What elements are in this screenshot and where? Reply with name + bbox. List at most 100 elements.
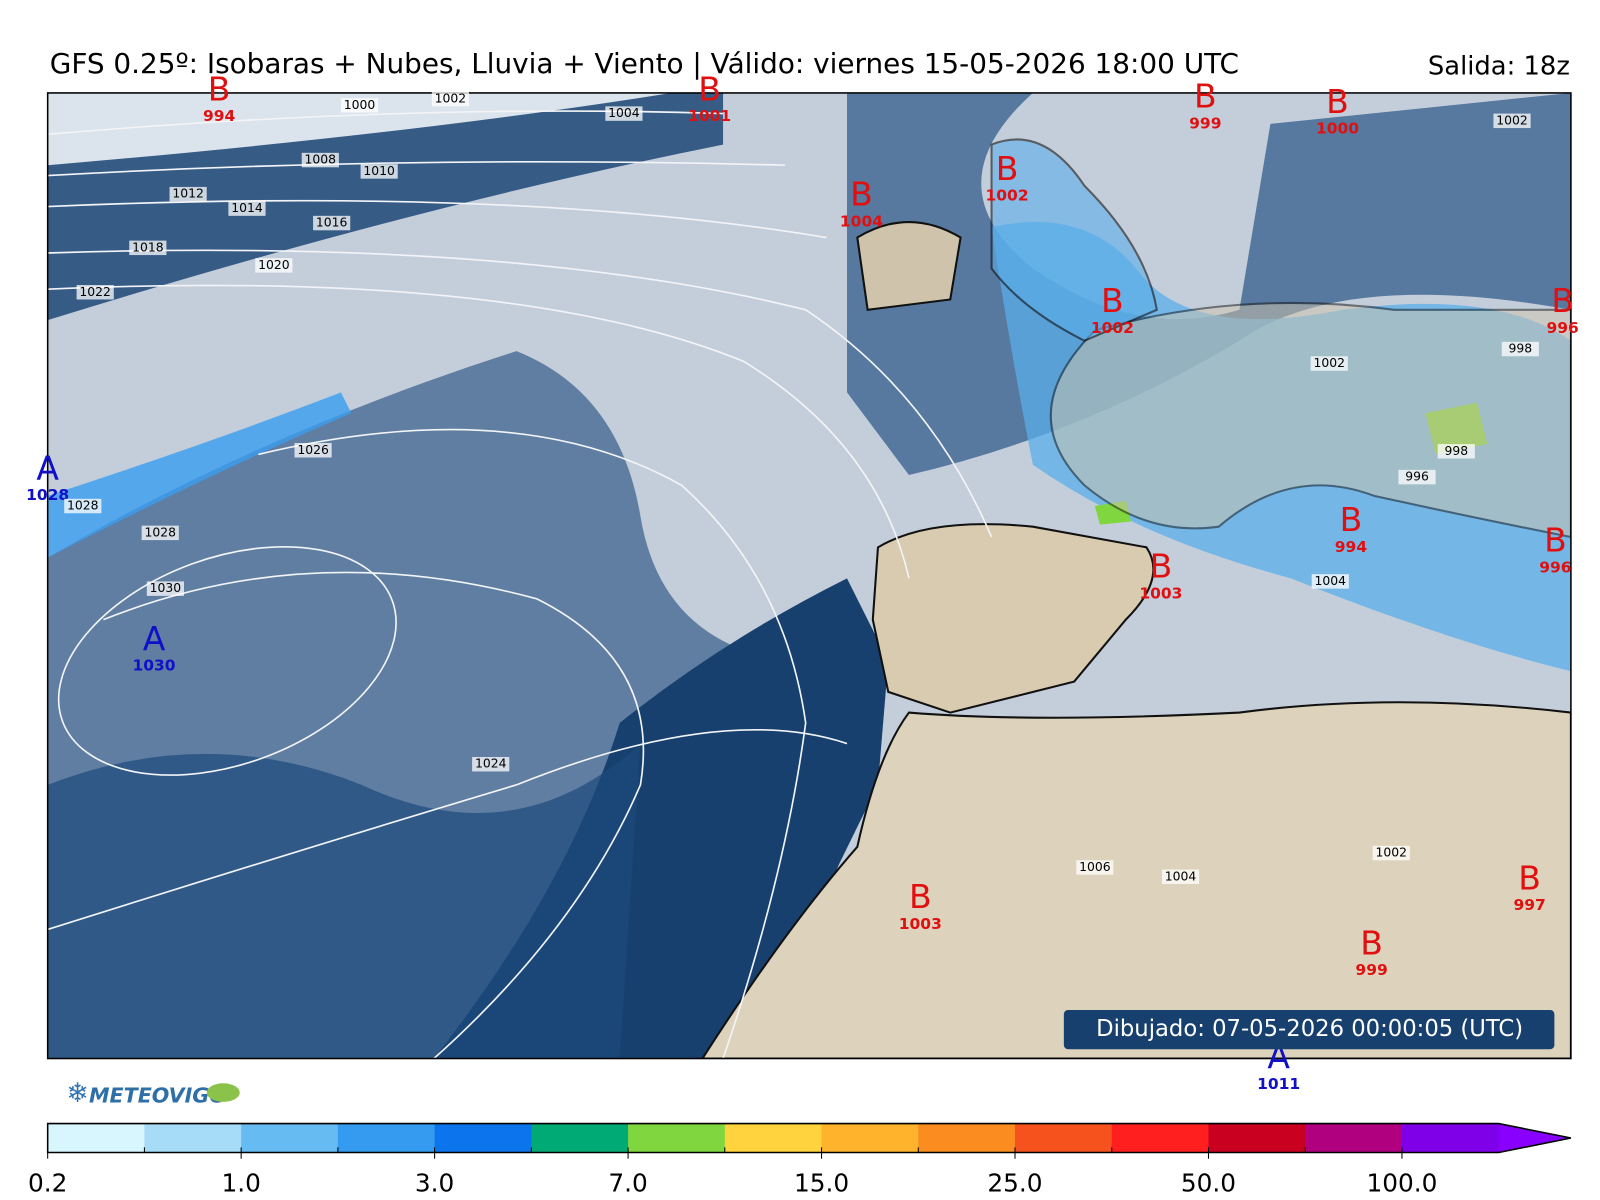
colorbar-segment xyxy=(628,1123,726,1153)
colorbar-segment xyxy=(1111,1123,1209,1153)
center-value: 999 xyxy=(1189,114,1221,132)
colorbar-segment xyxy=(724,1123,823,1153)
isobar-label-bg xyxy=(141,525,179,541)
isobar-label-bg xyxy=(1310,356,1348,371)
isobar-label-bg xyxy=(294,443,332,458)
center-value: 1002 xyxy=(1091,319,1134,337)
isobar-label: 1018 xyxy=(132,239,164,254)
drawn-timestamp: Dibujado: 07-05-2026 00:00:05 (UTC) xyxy=(1096,1016,1523,1042)
title: GFS 0.25º: Isobaras + Nubes, Lluvia + Vi… xyxy=(50,47,1239,80)
isobar-label: 1030 xyxy=(150,580,182,595)
center-letter: B xyxy=(850,175,873,214)
center-letter: B xyxy=(1194,77,1217,116)
colorbar-tick-label: 25.0 xyxy=(987,1169,1042,1198)
isobar-label: 1002 xyxy=(1375,845,1407,860)
isobar-label: 996 xyxy=(1405,469,1429,484)
isobar-label-bg xyxy=(129,240,167,256)
isobar-label-bg xyxy=(1161,869,1200,884)
center-letter: B xyxy=(1101,281,1124,320)
isobar-label: 1004 xyxy=(608,105,640,120)
colorbar-tick-label: 50.0 xyxy=(1181,1169,1236,1198)
isobar-label: 1016 xyxy=(316,215,348,230)
colorbar-segment xyxy=(531,1123,629,1153)
colorbar-tick-label: 7.0 xyxy=(608,1169,647,1198)
center-value: 1011 xyxy=(1257,1075,1300,1093)
isobar-label: 998 xyxy=(1444,443,1468,458)
colorbar-segment xyxy=(144,1123,242,1153)
isobar-label: 1020 xyxy=(258,257,290,272)
isobar-label: 1006 xyxy=(1079,859,1111,874)
logo-text: METEOVIGO xyxy=(89,1084,227,1108)
colorbar-segment xyxy=(1305,1123,1403,1153)
center-letter: A xyxy=(36,448,59,487)
center-letter: B xyxy=(1326,82,1349,121)
isobar-label-bg xyxy=(1311,574,1349,589)
center-letter: B xyxy=(208,69,231,108)
isobar-label: 1002 xyxy=(1496,112,1528,127)
colorbar-segment xyxy=(1015,1123,1113,1153)
colorbar-segment xyxy=(1401,1123,1500,1153)
center-letter: B xyxy=(909,877,932,916)
colorbar-tick-label: 0.2 xyxy=(28,1169,67,1198)
center-letter: B xyxy=(1340,500,1363,539)
isobar-label-bg xyxy=(605,106,643,121)
isobar-label-bg xyxy=(472,756,510,772)
isobar-label-bg xyxy=(340,98,379,113)
pressure-centers: B994B1001B999B1000B1002B1004B1002B996A10… xyxy=(26,69,1579,1092)
isobar-label-bg xyxy=(1437,444,1475,459)
isobar-label: 998 xyxy=(1508,341,1532,356)
isobar-label-bg xyxy=(1398,469,1436,485)
isobar-label-bg xyxy=(169,186,207,202)
isobar-label: 1008 xyxy=(305,152,337,167)
colorbar-segment xyxy=(821,1123,919,1153)
isobar-label: 1026 xyxy=(297,442,329,457)
center-value: 1004 xyxy=(840,213,883,231)
center-value: 1001 xyxy=(688,107,731,125)
isobar-label-bg xyxy=(255,258,293,273)
colorbar: 0.2 1.0 3.0 7.0 15.0 25.0 50.0 100.0 xyxy=(28,1122,1572,1198)
isobar-label-bg xyxy=(1076,860,1114,875)
logo-icon: ❄ xyxy=(66,1078,89,1109)
isobar-label-bg xyxy=(431,91,470,107)
center-value: 1003 xyxy=(1139,584,1182,602)
isobar-label: 1004 xyxy=(1165,868,1197,883)
center-letter: A xyxy=(143,619,166,658)
center-letter: B xyxy=(1150,546,1173,585)
run-label: Salida: 18z xyxy=(1428,52,1570,82)
isobar-label-bg xyxy=(228,201,266,216)
colorbar-segment xyxy=(1208,1123,1306,1153)
isobar-label: 1022 xyxy=(79,284,111,299)
center-letter: B xyxy=(996,149,1019,188)
isobar-label: 1014 xyxy=(231,200,263,215)
isobar-label-bg xyxy=(301,152,339,168)
isobar-label: 1028 xyxy=(67,498,99,513)
center-value: 996 xyxy=(1546,319,1578,337)
colorbar-arrow xyxy=(1498,1123,1571,1153)
isobar-label-bg xyxy=(146,581,184,596)
center-value: 994 xyxy=(1335,538,1368,556)
isobar-label: 1004 xyxy=(1315,573,1347,588)
center-value: 1002 xyxy=(986,187,1029,205)
isobar-label: 1024 xyxy=(475,756,507,771)
logo-leaf xyxy=(206,1083,240,1102)
colorbar-tick-label: 100.0 xyxy=(1366,1169,1437,1198)
isobar-label-bg xyxy=(76,285,114,300)
center-letter: B xyxy=(1551,281,1574,320)
center-letter: B xyxy=(1518,858,1541,897)
map-frame xyxy=(46,92,1572,1060)
colorbar-segment xyxy=(47,1123,145,1153)
isobar-label-bg xyxy=(1372,845,1410,861)
isobar-label: 1012 xyxy=(172,186,204,201)
colorbar-tick-label: 3.0 xyxy=(415,1169,454,1198)
center-value: 996 xyxy=(1539,558,1571,576)
isobar-label: 1002 xyxy=(435,91,467,106)
isobar-label: 1000 xyxy=(344,97,376,112)
center-value: 999 xyxy=(1355,961,1387,979)
colorbar-segment xyxy=(241,1123,339,1153)
isobar-label-bg xyxy=(360,164,398,179)
isobar-label: 1028 xyxy=(144,524,176,539)
isobar-label-bg xyxy=(1501,341,1539,357)
isobar-labels: 1000 1002 1004 1008 1010 1012 1014 1016 1018 1020… xyxy=(64,91,1539,884)
center-letter: B xyxy=(1544,521,1567,560)
